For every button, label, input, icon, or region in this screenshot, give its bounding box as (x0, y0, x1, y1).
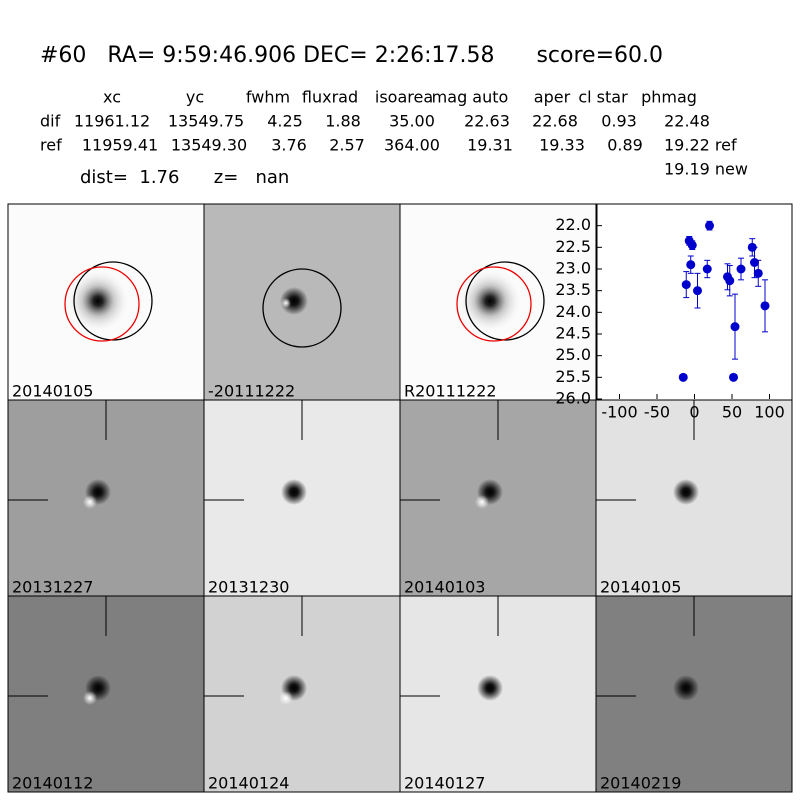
source (477, 675, 503, 701)
cutout-label: 20140112 (12, 774, 93, 793)
cutout-label: 20140127 (404, 774, 485, 793)
residual (281, 298, 291, 308)
aperture (262, 268, 342, 348)
row-label: ref (40, 136, 62, 155)
point (760, 301, 770, 311)
point (725, 276, 735, 286)
cell: 22.63 (464, 112, 510, 131)
cell: 13549.30 (171, 136, 247, 155)
residual (83, 691, 97, 705)
cell: 13549.75 (168, 112, 244, 131)
plot-bg (596, 203, 793, 401)
cutout-label: 20140105 (600, 578, 681, 597)
cell: 0.89 (607, 136, 643, 155)
cutout-label: 20140124 (208, 774, 289, 793)
title: #60 RA= 9:59:46.906 DEC= 2:26:17.58 scor… (40, 43, 663, 68)
source (673, 675, 699, 701)
row-label: dif (40, 112, 61, 131)
cell: 22.68 (532, 112, 578, 131)
column-header: aper (534, 88, 571, 107)
cell: 11959.41 (82, 136, 158, 155)
point (729, 372, 738, 382)
column-header: yc (186, 88, 204, 107)
y-tick-label: 25.5 (555, 367, 591, 386)
cell: 22.48 (664, 112, 710, 131)
point (705, 221, 714, 231)
source (458, 269, 522, 333)
column-header: fwhm (246, 88, 290, 107)
y-tick-label: 23.0 (555, 259, 591, 278)
source (280, 287, 308, 315)
point (693, 286, 702, 296)
point (678, 372, 688, 382)
cell: 1.88 (325, 112, 361, 131)
source (281, 479, 307, 505)
cutout-label: 20140105 (12, 382, 93, 401)
y-tick-label: 24.5 (555, 324, 591, 343)
point (686, 260, 696, 270)
cutout-label: 20140103 (404, 578, 485, 597)
cutout-label: 20131230 (208, 578, 289, 597)
column-header: mag auto (432, 88, 509, 107)
cutout-label: -20111222 (208, 382, 295, 401)
column-header: cl star (578, 88, 628, 107)
point (702, 264, 712, 274)
cutout-label: 20140219 (600, 774, 681, 793)
x-tick-label: -50 (644, 403, 670, 422)
x-tick-label: 100 (754, 403, 785, 422)
y-tick-label: 22.5 (555, 237, 591, 256)
residual (279, 691, 293, 705)
point (750, 258, 759, 267)
column-header: xc (103, 88, 121, 107)
y-tick-label: 22.0 (555, 215, 591, 234)
residual (475, 495, 489, 509)
cell: 19.33 (539, 136, 585, 155)
cell: 35.00 (389, 112, 435, 131)
y-tick-label: 23.5 (555, 280, 591, 299)
cell: 364.00 (384, 136, 440, 155)
residual (83, 495, 97, 509)
x-tick-label: 0 (689, 403, 699, 422)
column-header: fluxrad (302, 88, 358, 107)
cell: 19.22 ref (664, 136, 737, 155)
y-tick-label: 25.0 (555, 345, 591, 364)
x-tick-label: -100 (601, 403, 637, 422)
column-header: isoarea (375, 88, 433, 107)
point (736, 264, 746, 274)
y-tick-label: 26.0 (555, 389, 591, 408)
phmag-new: 19.19 new (664, 160, 748, 179)
point (687, 240, 697, 250)
distance: dist= 1.76 z= nan (80, 167, 289, 188)
column-header: phmag (641, 88, 697, 107)
cell: 11961.12 (74, 112, 150, 131)
x-tick-label: 50 (722, 403, 742, 422)
source (673, 479, 699, 505)
point (753, 268, 763, 278)
y-tick-label: 24.0 (555, 302, 591, 321)
ref-aperture (456, 266, 532, 342)
cell: 4.25 (267, 112, 303, 131)
cell: 19.31 (467, 136, 513, 155)
point (681, 280, 691, 290)
point (730, 322, 740, 332)
source (66, 269, 130, 333)
cutout-label: 20131227 (12, 578, 93, 597)
cell: 0.93 (601, 112, 637, 131)
cell: 2.57 (329, 136, 365, 155)
cutout-label: R20111222 (404, 382, 497, 401)
cell: 3.76 (271, 136, 307, 155)
ref-aperture (64, 266, 140, 342)
